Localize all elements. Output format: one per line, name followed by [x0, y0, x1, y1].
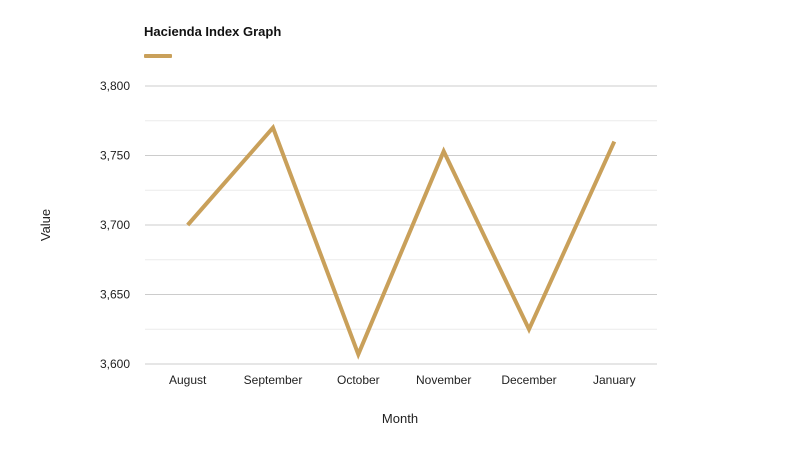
axis-layer: 3,600 3,650 3,700 3,750 3,800 August September…: [100, 79, 636, 387]
series-line: [186, 123, 617, 360]
chart-title: Hacienda Index Graph: [144, 24, 282, 39]
x-tick-label: November: [416, 373, 471, 387]
x-tick-label: January: [593, 373, 636, 387]
y-tick-label: 3,800: [100, 79, 130, 93]
y-tick-label: 3,750: [100, 149, 130, 163]
x-tick-label: December: [501, 373, 556, 387]
x-tick-label: August: [169, 373, 207, 387]
legend-swatch: [144, 54, 172, 58]
grid-layer: [145, 85, 657, 365]
y-tick-label: 3,700: [100, 218, 130, 232]
y-tick-label: 3,650: [100, 288, 130, 302]
x-axis-title: Month: [382, 411, 418, 426]
x-tick-label: September: [244, 373, 303, 387]
series-layer: [186, 123, 617, 360]
y-tick-label: 3,600: [100, 357, 130, 371]
y-axis-title: Value: [38, 209, 53, 241]
x-tick-label: October: [337, 373, 380, 387]
